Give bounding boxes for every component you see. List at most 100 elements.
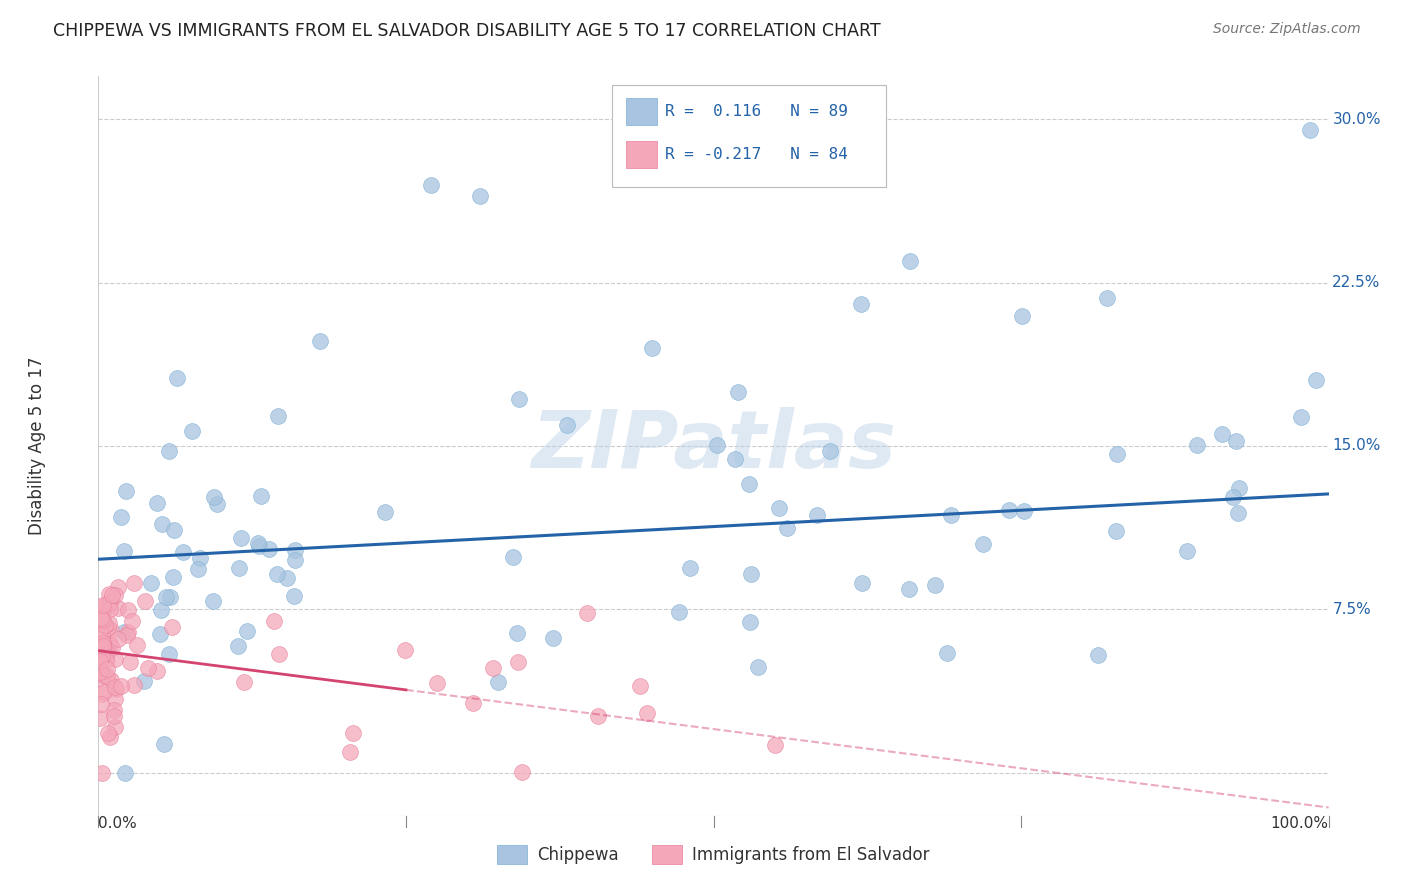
Point [1175,544,1198,558]
Point [1087,648,1109,662]
Point [117,624,139,639]
Point [249,489,271,503]
Point [555,417,578,432]
Point [115,628,138,642]
Point [89,654,111,668]
Point [96,669,118,683]
Point [263,615,285,629]
Point [90,698,112,712]
Point [138,661,160,675]
Text: 7.5%: 7.5% [1333,602,1371,616]
Point [510,764,533,779]
Point [247,536,270,550]
Point [125,639,148,653]
Point [506,655,529,669]
Point [90,602,112,616]
Point [309,334,332,349]
Point [998,503,1021,517]
Point [1305,373,1327,387]
Point [373,505,395,519]
Point [339,745,361,759]
Point [266,566,288,581]
Point [103,680,125,694]
Point [1222,491,1244,505]
Point [727,384,749,399]
Point [157,648,180,662]
Point [132,673,155,688]
Point [100,640,122,655]
Point [190,551,212,566]
Point [90,687,112,701]
Point [90,610,112,624]
Point [93,598,115,612]
Point [91,627,114,641]
Point [768,500,790,515]
Point [342,725,364,739]
Point [207,497,229,511]
Point [134,594,156,608]
Point [112,625,135,640]
Point [121,614,143,628]
Point [97,726,120,740]
Point [1227,481,1250,495]
Point [738,476,761,491]
Point [89,711,111,725]
Point [149,627,172,641]
Point [941,508,963,522]
Point [486,675,509,690]
Point [266,409,288,424]
Point [247,540,270,554]
Point [91,667,114,681]
Point [482,661,505,675]
Point [100,637,122,651]
Point [96,648,118,662]
Point [100,602,122,616]
Text: CHIPPEWA VS IMMIGRANTS FROM EL SALVADOR DISABILITY AGE 5 TO 17 CORRELATION CHART: CHIPPEWA VS IMMIGRANTS FROM EL SALVADOR … [53,22,882,40]
Text: 22.5%: 22.5% [1333,276,1381,290]
Point [628,679,651,693]
Point [1299,123,1322,137]
Point [394,642,416,657]
Point [107,601,129,615]
Point [104,720,127,734]
Text: R =  0.116   N = 89: R = 0.116 N = 89 [665,104,848,119]
Point [259,541,281,556]
Text: ZIPatlas: ZIPatlas [531,407,896,485]
Point [936,646,959,660]
Point [157,443,180,458]
Point [104,588,127,602]
Point [202,490,225,504]
Point [100,588,122,602]
Point [900,254,922,268]
Point [122,678,145,692]
Point [851,576,873,591]
Point [103,703,125,717]
Point [541,631,564,645]
Point [231,532,253,546]
Point [740,566,762,581]
Point [276,571,298,585]
Point [96,662,118,676]
Point [94,617,117,632]
Point [114,765,136,780]
Point [98,637,121,651]
Point [419,178,441,192]
Point [153,737,176,751]
Point [90,638,112,652]
Point [105,682,128,697]
Point [1225,434,1247,448]
Point [163,523,186,537]
Point [1097,291,1119,305]
Point [89,638,111,652]
Point [96,646,118,660]
Point [98,730,121,744]
Point [160,620,183,634]
Point [98,616,121,631]
Point [1211,426,1233,441]
Point [93,666,115,681]
Point [150,603,173,617]
Point [180,424,202,438]
Point [89,625,111,640]
Point [159,590,181,604]
Point [502,549,524,564]
